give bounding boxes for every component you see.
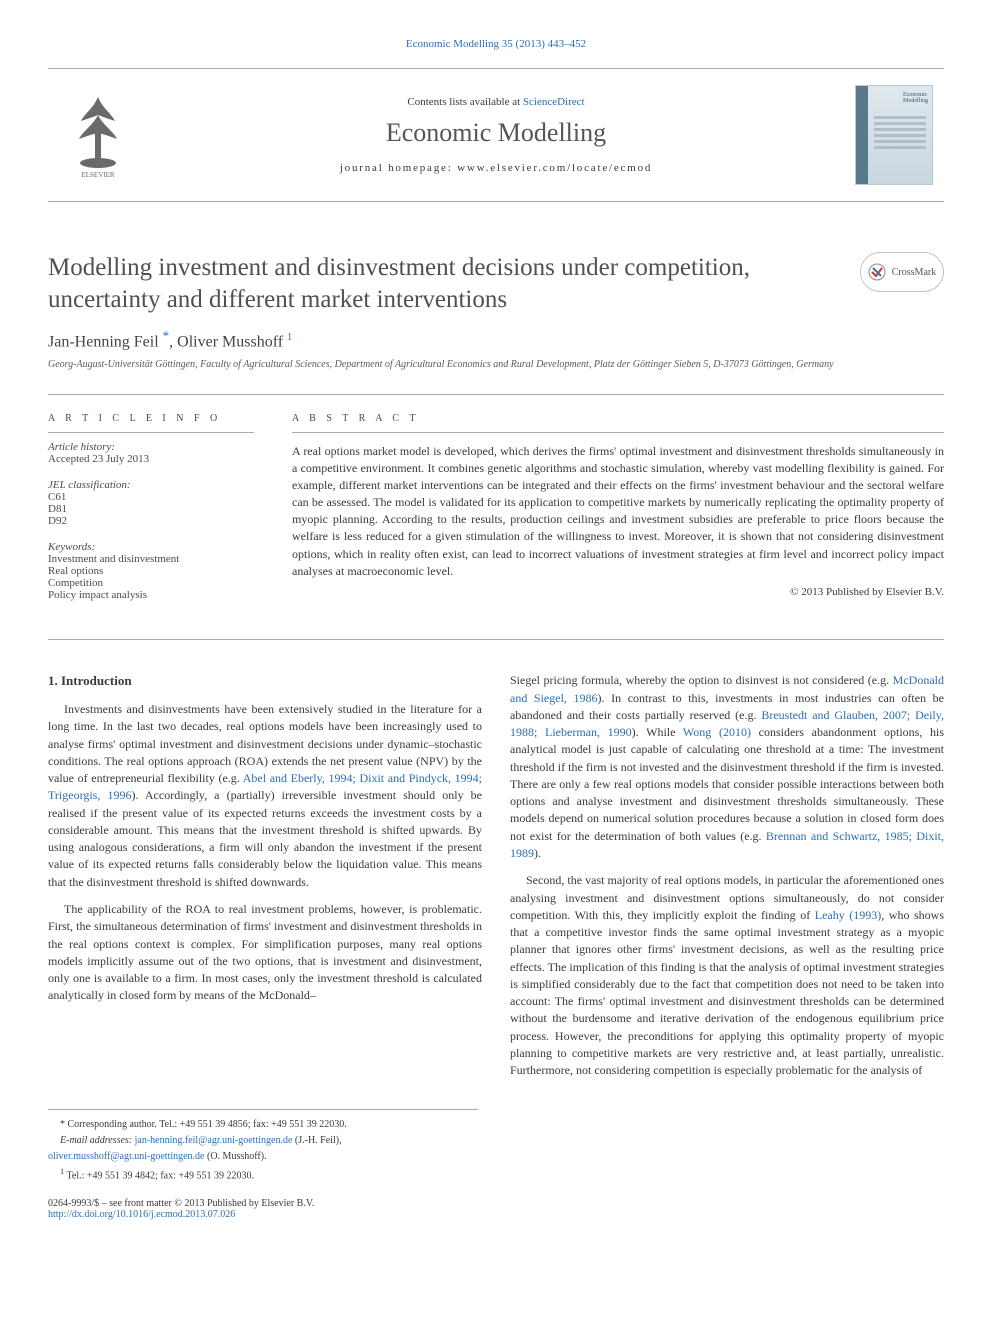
- p3-b: , who shows that a competitive investor …: [510, 908, 944, 1077]
- crossmark-icon: [868, 263, 886, 281]
- crossmark-badge[interactable]: CrossMark: [860, 252, 944, 292]
- article-title: Modelling investment and disinvestment d…: [48, 252, 842, 316]
- keyword-1: Real options: [48, 565, 254, 577]
- footnotes: * Corresponding author. Tel.: +49 551 39…: [48, 1109, 478, 1183]
- abstract-copyright: © 2013 Published by Elsevier B.V.: [292, 586, 944, 598]
- article-info-heading: A R T I C L E I N F O: [48, 413, 254, 433]
- email-who-2: (O. Musshoff).: [205, 1151, 267, 1162]
- journal-homepage-url[interactable]: www.elsevier.com/locate/ecmod: [457, 162, 652, 174]
- p2c-c: ). While: [632, 725, 683, 739]
- p2c-a: Siegel pricing formula, whereby the opti…: [510, 673, 893, 687]
- divider: [48, 639, 944, 640]
- email-label: E-mail addresses:: [60, 1135, 135, 1146]
- masthead: ELSEVIER Contents lists available at Sci…: [48, 68, 944, 202]
- abstract-text: A real options market model is developed…: [292, 443, 944, 579]
- jel-value-0: C61: [48, 491, 254, 503]
- homepage-prefix: journal homepage:: [340, 162, 457, 174]
- footer: 0264-9993/$ – see front matter © 2013 Pu…: [48, 1198, 944, 1220]
- author-2-footnote-mark[interactable]: 1: [287, 332, 292, 343]
- jel-label: JEL classification:: [48, 479, 254, 491]
- body-columns: 1. Introduction Investments and disinves…: [48, 672, 944, 1089]
- cover-thumb-icon: EconomicModelling: [855, 85, 933, 185]
- journal-name: Economic Modelling: [158, 118, 834, 148]
- column-left: 1. Introduction Investments and disinves…: [48, 672, 482, 1089]
- citation-link-wong[interactable]: Wong (2010): [683, 725, 751, 739]
- article-info-sidebar: A R T I C L E I N F O Article history: A…: [48, 395, 268, 625]
- email-link-2[interactable]: oliver.musshoff@agr.uni-goettingen.de: [48, 1151, 205, 1162]
- footnote-email-2-line: oliver.musshoff@agr.uni-goettingen.de (O…: [48, 1150, 478, 1164]
- keyword-2: Competition: [48, 577, 254, 589]
- affiliation: Georg-August-Universität Göttingen, Facu…: [48, 359, 944, 370]
- footnote-emails: E-mail addresses: jan-henning.feil@agr.u…: [48, 1134, 478, 1148]
- author-1-name: Jan-Henning Feil: [48, 333, 159, 350]
- section-1-p2-cont: Siegel pricing formula, whereby the opti…: [510, 672, 944, 862]
- article-history-label: Article history:: [48, 441, 254, 453]
- jel-value-1: D81: [48, 503, 254, 515]
- keyword-3: Policy impact analysis: [48, 589, 254, 601]
- footnote-1-mark: 1: [60, 1167, 64, 1176]
- email-who-1: (J.-H. Feil),: [292, 1135, 341, 1146]
- contents-prefix: Contents lists available at: [407, 96, 522, 108]
- email-link-1[interactable]: jan-henning.feil@agr.uni-goettingen.de: [135, 1135, 293, 1146]
- citation-link-leahy[interactable]: Leahy (1993): [815, 908, 882, 922]
- author-separator: ,: [169, 333, 177, 350]
- p1-text-b: ). Accordingly, a (partially) irreversib…: [48, 788, 482, 888]
- keyword-0: Investment and disinvestment: [48, 553, 254, 565]
- article-history-value: Accepted 23 July 2013: [48, 453, 254, 465]
- abstract-heading: A B S T R A C T: [292, 413, 944, 433]
- p2c-d: considers abandonment options, his analy…: [510, 725, 944, 843]
- author-list: Jan-Henning Feil *, Oliver Musshoff 1: [48, 328, 944, 351]
- publisher-logo: ELSEVIER: [48, 79, 148, 191]
- journal-cover-thumb: EconomicModelling: [844, 79, 944, 191]
- jel-value-2: D92: [48, 515, 254, 527]
- abstract-panel: A B S T R A C T A real options market mo…: [268, 395, 944, 625]
- column-right: Siegel pricing formula, whereby the opti…: [510, 672, 944, 1089]
- author-2-name: Oliver Musshoff: [177, 333, 283, 350]
- elsevier-tree-icon: ELSEVIER: [63, 91, 133, 179]
- p2c-e: ).: [534, 846, 541, 860]
- journal-citation-header[interactable]: Economic Modelling 35 (2013) 443–452: [48, 38, 944, 50]
- keywords-label: Keywords:: [48, 541, 254, 553]
- section-1-p2: The applicability of the ROA to real inv…: [48, 901, 482, 1005]
- section-1-heading: 1. Introduction: [48, 672, 482, 691]
- sciencedirect-link[interactable]: ScienceDirect: [523, 96, 585, 108]
- doi-link[interactable]: http://dx.doi.org/10.1016/j.ecmod.2013.0…: [48, 1209, 235, 1220]
- footnote-1-text: Tel.: +49 551 39 4842; fax: +49 551 39 2…: [67, 1171, 255, 1182]
- svg-text:ELSEVIER: ELSEVIER: [81, 171, 114, 179]
- issn-line: 0264-9993/$ – see front matter © 2013 Pu…: [48, 1198, 944, 1209]
- section-1-p3: Second, the vast majority of real option…: [510, 872, 944, 1079]
- journal-homepage-line: journal homepage: www.elsevier.com/locat…: [158, 162, 834, 174]
- section-1-p1: Investments and disinvestments have been…: [48, 701, 482, 891]
- contents-list-line: Contents lists available at ScienceDirec…: [158, 96, 834, 108]
- footnote-1: 1 Tel.: +49 551 39 4842; fax: +49 551 39…: [48, 1166, 478, 1183]
- crossmark-label: CrossMark: [892, 267, 936, 278]
- footnote-corresponding: * Corresponding author. Tel.: +49 551 39…: [48, 1118, 478, 1132]
